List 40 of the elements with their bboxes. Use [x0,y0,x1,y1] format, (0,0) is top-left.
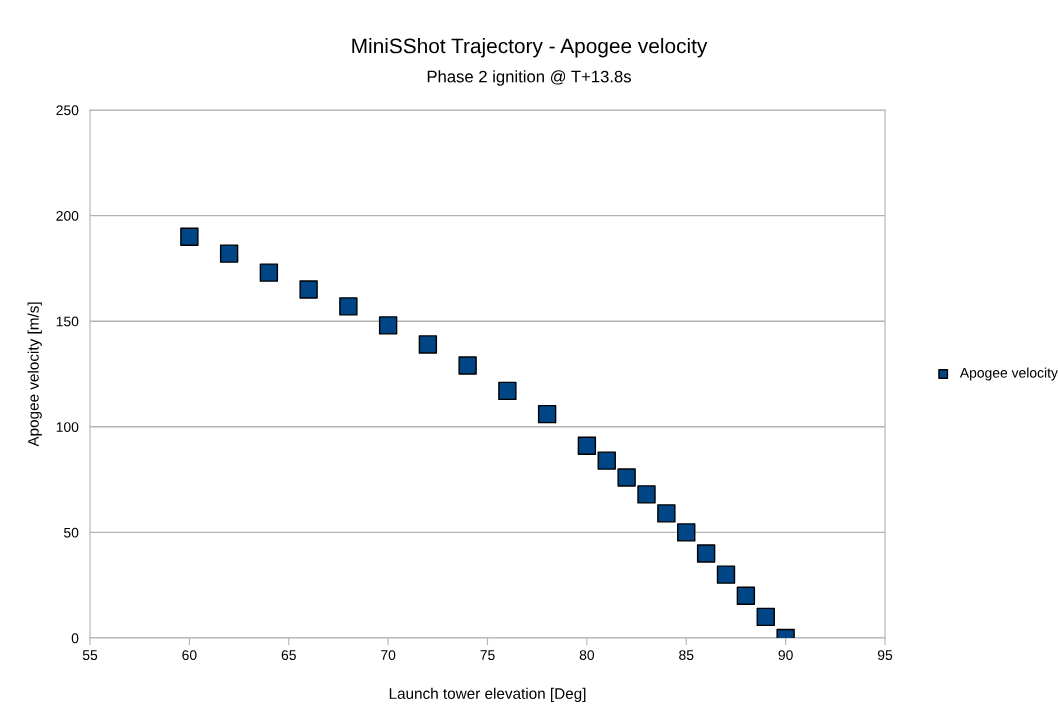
y-tick-label: 150 [56,316,79,327]
x-tick-label: 60 [182,650,197,661]
chart-subtitle: Phase 2 ignition @ T+13.8s [427,70,631,86]
point [657,504,676,523]
x-tick-label: 70 [381,650,396,661]
x-tick-label: 55 [82,650,98,661]
point [597,451,616,470]
point [259,263,279,282]
y-tick-label: 250 [56,105,79,116]
x-tick-label: 95 [877,650,893,661]
point [498,381,517,401]
point [339,297,358,316]
x-tick-label: 85 [679,650,694,661]
point [577,436,597,456]
x-tick-label: 80 [579,650,595,661]
point [219,244,239,263]
point [537,404,557,424]
chart-title: MiniSShot Trajectory - Apogee velocity [352,38,708,58]
x-axis-title: Launch tower elevation [Deg] [389,687,586,702]
point [756,607,775,627]
point [299,280,318,299]
y-axis-title: Apogee velocity [m/s] [27,302,42,447]
point [458,356,477,375]
y-tick-label: 200 [56,210,79,221]
point [736,586,756,605]
point [418,335,438,354]
point [617,468,636,487]
point [378,316,398,335]
y-tick-label: 100 [56,422,79,432]
x-tick-label: 75 [480,650,495,661]
point [637,485,656,504]
point [716,565,736,584]
point [696,544,716,563]
y-tick-label: 0 [71,633,79,644]
x-tick-label: 90 [778,650,793,661]
legend-label: Apogee velocity [959,367,1058,381]
point [180,227,199,246]
point [677,523,696,542]
y-tick-label: 50 [64,527,79,538]
x-tick-label: 65 [281,650,296,661]
